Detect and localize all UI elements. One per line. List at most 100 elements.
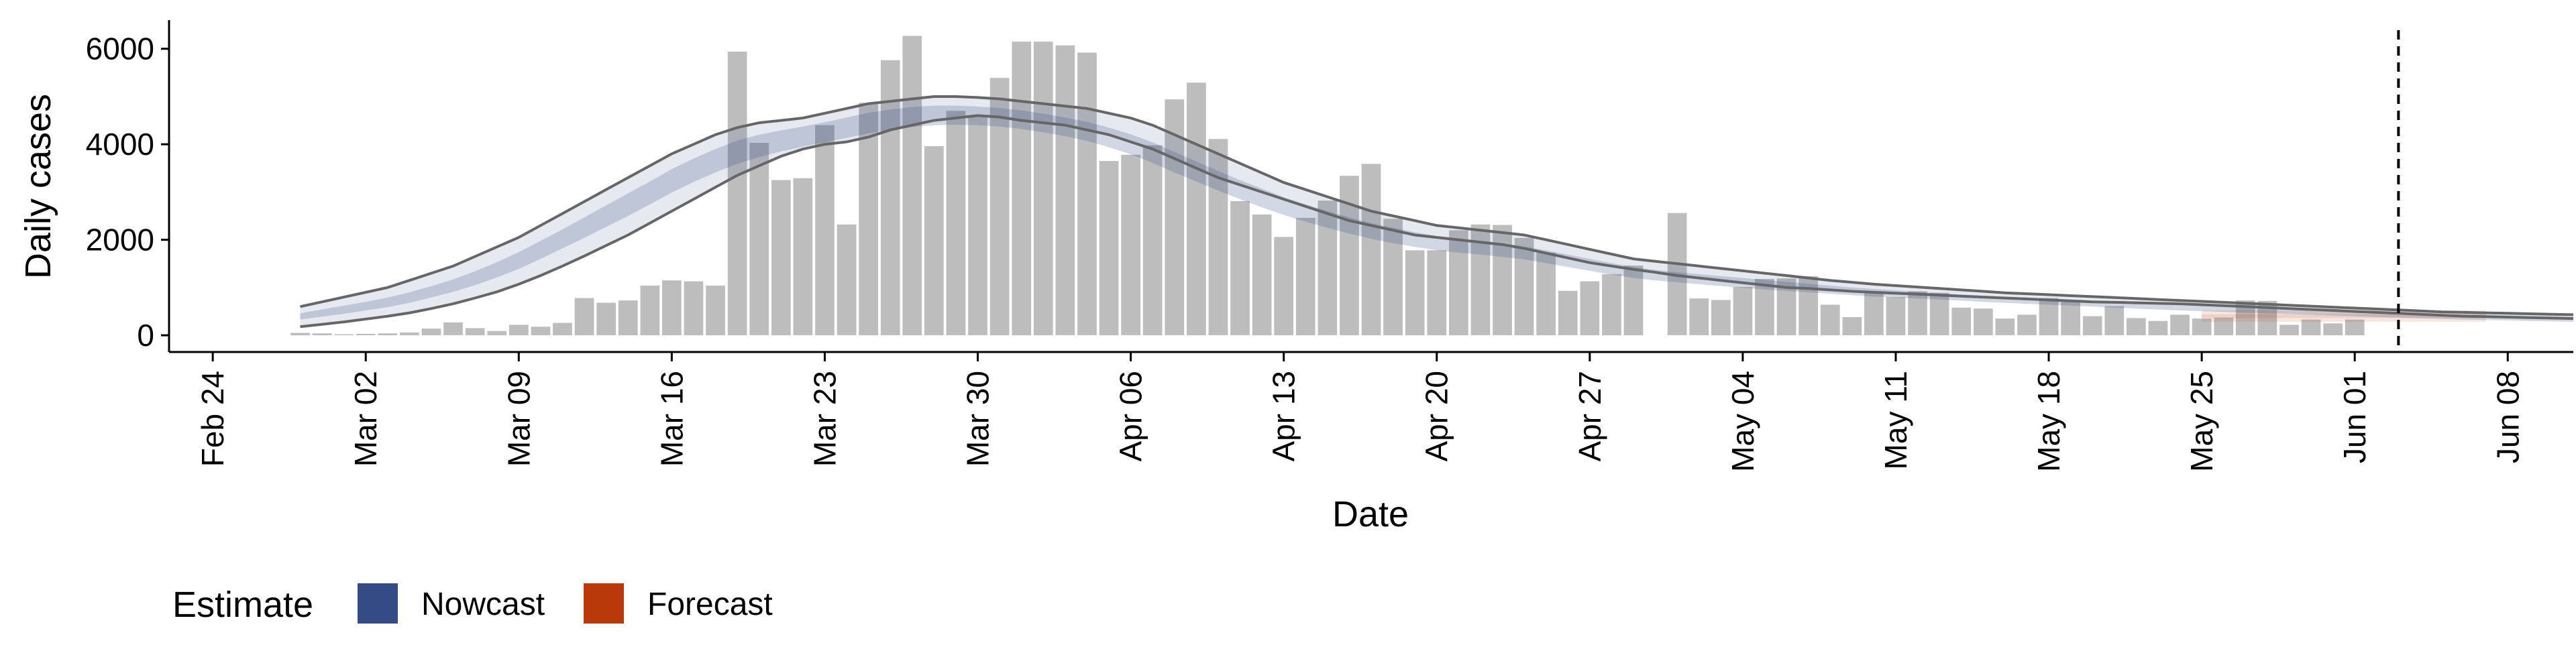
- bar: [618, 300, 638, 336]
- bar: [1929, 292, 1949, 336]
- bar: [1142, 145, 1163, 336]
- bar: [749, 143, 769, 335]
- x-tick-label: May 04: [1725, 371, 1760, 472]
- bar: [1974, 308, 1993, 336]
- bar: [1623, 266, 1644, 336]
- bar: [531, 327, 551, 336]
- bar: [421, 329, 441, 336]
- legend: Estimate Nowcast Forecast: [172, 583, 773, 625]
- bar: [1274, 237, 1293, 336]
- bar: [1295, 217, 1316, 336]
- nowcast-upper-line: [300, 95, 2574, 316]
- bar: [2301, 319, 2321, 336]
- bar: [1558, 290, 1578, 335]
- bar: [400, 332, 419, 336]
- bar: [902, 36, 922, 336]
- y-tick-label: 4000: [86, 127, 154, 162]
- x-tick-label: May 25: [2184, 371, 2219, 472]
- bar: [1383, 219, 1403, 336]
- bar: [1252, 214, 1272, 336]
- bar: [1820, 304, 1840, 336]
- nowcast-layer: [300, 95, 2574, 329]
- x-axis-title: Date: [1332, 494, 1409, 534]
- bar: [1995, 318, 2015, 335]
- bar: [793, 178, 813, 335]
- bar: [1427, 250, 1447, 336]
- bar: [2170, 314, 2190, 335]
- bar: [2104, 306, 2125, 335]
- forecast-band-inner: [2202, 314, 2486, 318]
- bar: [2082, 316, 2102, 336]
- bar: [1012, 42, 1032, 336]
- x-tick-label: Mar 16: [654, 371, 689, 467]
- bar: [1908, 291, 1927, 335]
- bar: [290, 333, 310, 336]
- bar: [1340, 176, 1359, 336]
- bar: [815, 125, 835, 336]
- bar: [859, 103, 878, 336]
- bar: [771, 180, 791, 336]
- bar: [1886, 297, 1906, 336]
- x-tick-label: Apr 20: [1419, 371, 1454, 462]
- bar: [1689, 298, 1709, 335]
- bar: [1187, 82, 1206, 336]
- bars-layer: [290, 36, 2365, 336]
- bar: [1405, 250, 1425, 336]
- x-tick-label: Mar 02: [348, 371, 383, 467]
- legend-swatch-forecast: [584, 583, 624, 624]
- bar: [2214, 317, 2234, 336]
- x-tick-label: May 11: [1878, 371, 1913, 469]
- x-tick-label: Jun 08: [2490, 371, 2525, 463]
- bar: [1121, 154, 1140, 336]
- bar: [1099, 161, 1119, 336]
- x-tick-label: Apr 27: [1572, 371, 1607, 462]
- bar: [2148, 320, 2168, 336]
- bar: [1514, 237, 1534, 336]
- bar: [2345, 319, 2365, 336]
- bar: [640, 286, 660, 336]
- bar: [1230, 200, 1250, 335]
- bar: [1602, 274, 1621, 336]
- bar: [662, 280, 682, 336]
- y-tick-label: 2000: [86, 223, 154, 257]
- bar: [509, 325, 529, 336]
- bar: [1077, 52, 1097, 336]
- bar: [1842, 317, 1862, 336]
- bar: [2192, 318, 2212, 335]
- x-tick-label: Jun 01: [2337, 371, 2372, 463]
- bar: [1755, 279, 1774, 335]
- legend-title: Estimate: [172, 585, 313, 625]
- bar: [1033, 42, 1053, 336]
- axes-layer: [168, 20, 2573, 353]
- bar: [968, 115, 987, 335]
- nowcast-lower-line: [300, 114, 2574, 329]
- y-ticks: 0 2000 4000 6000: [86, 32, 169, 353]
- x-tick-label: Apr 13: [1267, 371, 1301, 462]
- x-tick-label: Feb 24: [195, 371, 230, 467]
- bar: [880, 60, 900, 336]
- bar: [946, 111, 966, 336]
- x-tick-label: May 18: [2031, 371, 2066, 472]
- bar: [356, 333, 376, 335]
- bar: [727, 52, 747, 336]
- legend-label-forecast: Forecast: [647, 587, 773, 622]
- bar: [2127, 318, 2146, 335]
- bar: [1951, 307, 1972, 336]
- bar: [2017, 314, 2037, 335]
- bar: [1733, 287, 1753, 335]
- legend-swatch-nowcast: [358, 583, 398, 624]
- bar: [1580, 281, 1600, 336]
- y-tick-label: 6000: [86, 32, 154, 66]
- bar: [487, 331, 507, 336]
- bar: [596, 302, 616, 335]
- bar: [684, 281, 704, 336]
- x-ticks: Feb 24 Mar 02 Mar 09 Mar 16 Mar 23 Mar 30 Apr …: [195, 352, 2525, 472]
- bar: [1055, 45, 1075, 335]
- x-tick-label: Mar 23: [808, 371, 843, 467]
- x-tick-label: Mar 09: [501, 371, 536, 467]
- bar: [2061, 300, 2080, 336]
- bar: [465, 328, 485, 336]
- bar: [574, 298, 594, 336]
